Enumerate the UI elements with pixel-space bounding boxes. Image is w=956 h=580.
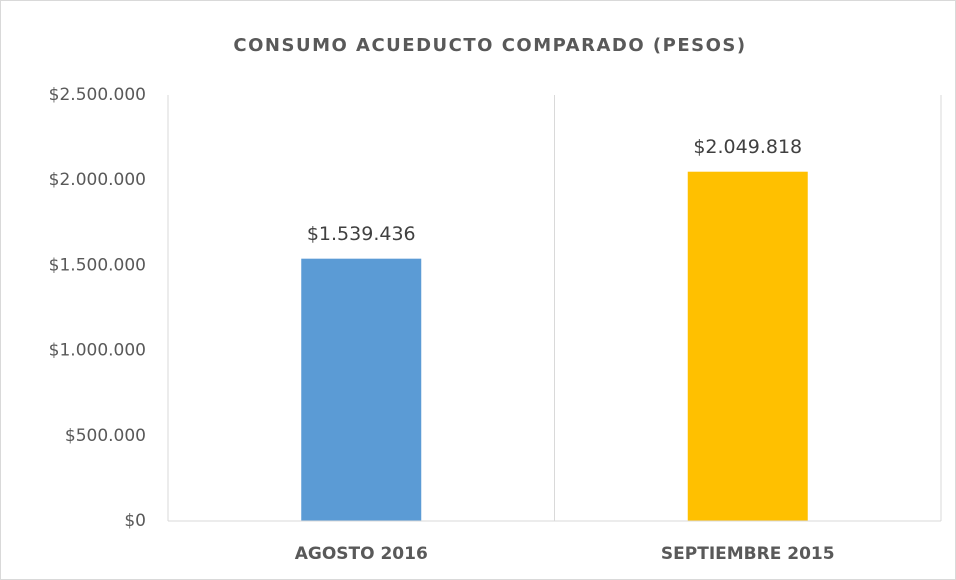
y-tick-label: $1.500.000	[49, 255, 146, 275]
y-tick-label: $0	[124, 511, 146, 531]
y-tick-label: $1.000.000	[49, 341, 146, 361]
y-tick-label: $2.500.000	[49, 85, 146, 105]
value-label: $2.049.818	[693, 136, 802, 158]
y-tick-label: $500.000	[65, 426, 146, 446]
x-tick-label: AGOSTO 2016	[295, 544, 428, 564]
y-tick-label: $2.000.000	[49, 170, 146, 190]
chart-title: CONSUMO ACUEDUCTO COMPARADO (PESOS)	[233, 35, 746, 56]
bar	[687, 171, 808, 522]
bar	[301, 258, 422, 521]
value-label: $1.539.436	[307, 223, 416, 245]
x-tick-label: SEPTIEMBRE 2015	[661, 544, 835, 564]
